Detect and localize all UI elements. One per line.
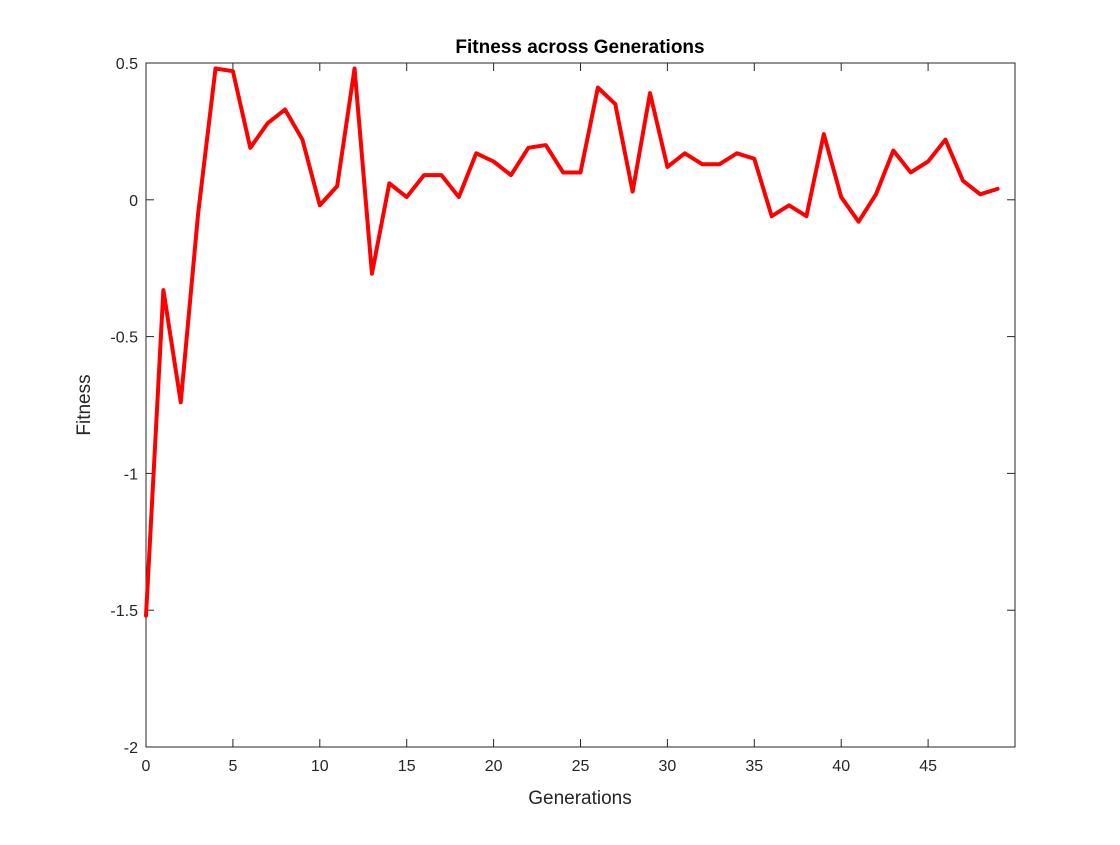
x-tick-label: 5 bbox=[228, 758, 237, 775]
x-axis: 0 5 10 15 20 25 30 35 40 45 bbox=[142, 63, 937, 775]
y-axis: -2 -1.5 -1 -0.5 0 0.5 bbox=[110, 56, 1015, 757]
x-tick-label: 30 bbox=[659, 758, 677, 775]
y-tick-label: 0 bbox=[129, 193, 138, 210]
x-tick-label: 45 bbox=[919, 758, 937, 775]
x-axis-label: Generations bbox=[528, 788, 632, 809]
x-tick-label: 0 bbox=[142, 758, 151, 775]
x-tick-label: 25 bbox=[572, 758, 590, 775]
y-tick-label: -2 bbox=[124, 740, 138, 757]
x-tick-label: 40 bbox=[832, 758, 850, 775]
x-tick-label: 15 bbox=[398, 758, 416, 775]
chart-title: Fitness across Generations bbox=[455, 37, 704, 58]
y-tick-label: 0.5 bbox=[116, 56, 138, 73]
fitness-line bbox=[144, 66, 1000, 618]
y-axis-label: Fitness bbox=[74, 374, 95, 435]
x-tick-label: 20 bbox=[485, 758, 503, 775]
y-tick-label: -1 bbox=[124, 466, 138, 483]
x-tick-label: 10 bbox=[311, 758, 329, 775]
y-tick-label: -0.5 bbox=[110, 330, 138, 347]
y-tick-label: -1.5 bbox=[110, 603, 138, 620]
x-tick-label: 35 bbox=[745, 758, 763, 775]
series-layer bbox=[144, 66, 1000, 618]
